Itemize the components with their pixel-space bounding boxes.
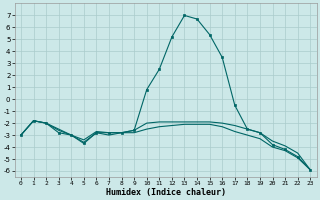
- X-axis label: Humidex (Indice chaleur): Humidex (Indice chaleur): [106, 188, 226, 197]
